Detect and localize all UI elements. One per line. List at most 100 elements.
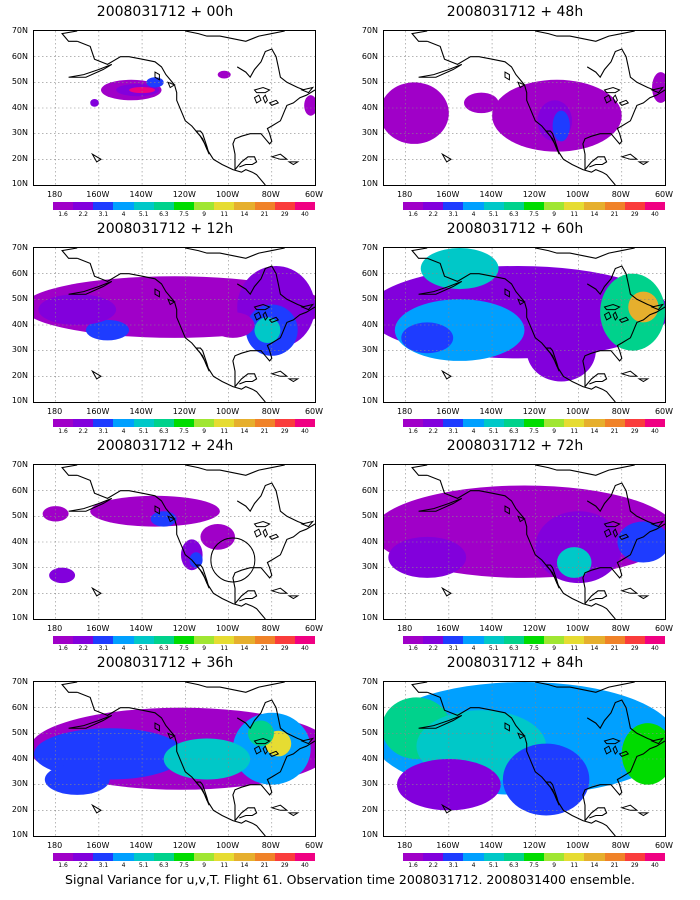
coastline	[253, 311, 262, 321]
colorbar-swatch	[214, 853, 235, 861]
colorbar-labels: 1.6 2.2 3.1 4 5.1 6.3 7.5 9 11 14 21 29 40	[53, 428, 315, 436]
coastline	[418, 280, 463, 295]
lon-label: 180	[396, 841, 413, 850]
colorbar-swatch	[133, 419, 154, 427]
colorbar-swatch	[463, 419, 484, 427]
colorbar-label: 29	[280, 211, 289, 218]
lon-label: 180	[396, 407, 413, 416]
coastline	[603, 737, 621, 745]
coastline	[620, 804, 639, 811]
lon-label: 100W	[565, 624, 590, 633]
colorbar-label: 14	[240, 862, 249, 869]
map-panel: 2008031712 + 48h 70N 60N 50N 40N 30N 20N 10N 180…	[350, 0, 680, 218]
coastline	[270, 370, 289, 377]
colorbar-label: 21	[260, 428, 269, 435]
colorbar-label: 5.1	[488, 645, 499, 652]
lat-label: 40N	[11, 102, 28, 112]
lon-label: 100W	[215, 407, 240, 416]
colorbar-label: 14	[590, 862, 599, 869]
lon-label: 80W	[611, 190, 630, 199]
colorbar-label: 7.5	[179, 428, 189, 435]
map-area	[33, 464, 316, 620]
colorbar-label: 21	[260, 862, 269, 869]
coastline	[517, 732, 526, 740]
figure-caption: Signal Variance for u,v,T. Flight 61. Ob…	[65, 872, 635, 887]
colorbar-labels: 1.6 2.2 3.1 4 5.1 6.3 7.5 9 11 14 21 29 40	[403, 428, 665, 436]
coastline	[411, 465, 428, 476]
colorbar-swatch	[644, 202, 666, 210]
lon-label: 60W	[304, 624, 324, 633]
lon-label: 100W	[215, 190, 240, 199]
colorbar-swatch	[584, 202, 605, 210]
colorbar-swatch	[604, 419, 625, 427]
lat-label: 30N	[11, 345, 28, 354]
colorbar-label: 9	[202, 862, 207, 869]
coastline	[535, 248, 635, 259]
coastline	[603, 528, 612, 538]
variance-contour	[49, 567, 76, 584]
lon-label: 160W	[86, 190, 110, 199]
coastline	[504, 288, 510, 298]
coastline	[426, 257, 616, 402]
colorbar-label: 9	[552, 862, 557, 869]
colorbar-swatch	[564, 419, 585, 427]
colorbar-swatch	[214, 419, 235, 427]
colorbar-swatch	[93, 202, 114, 210]
colorbar-swatch	[463, 636, 484, 644]
coastline	[603, 86, 621, 94]
lat-label: 50N	[361, 511, 378, 520]
variance-contour	[552, 110, 570, 142]
colorbar-swatch	[544, 202, 565, 210]
variance-contour	[44, 764, 110, 795]
lon-label: 60W	[654, 624, 674, 633]
lat-label: 60N	[361, 485, 378, 495]
colorbar-swatch	[93, 419, 114, 427]
colorbar-label: 40	[301, 862, 309, 869]
colorbar-swatch	[483, 636, 504, 644]
colorbar-swatch	[153, 419, 174, 427]
colorbar-label: 5.1	[488, 862, 499, 869]
colorbar-swatch	[403, 853, 424, 861]
colorbar-label: 9	[552, 645, 557, 652]
map-canvas	[34, 465, 315, 619]
coastline	[61, 248, 78, 259]
colorbar-label: 5.1	[138, 645, 149, 652]
lat-label: 60N	[361, 268, 378, 278]
coastline	[650, 737, 665, 745]
coastline	[61, 465, 78, 476]
colorbar-swatch	[544, 853, 565, 861]
colorbar-swatch	[53, 636, 74, 644]
coastline	[232, 89, 315, 170]
coastline	[91, 586, 102, 597]
map-canvas	[384, 465, 665, 619]
lon-label: 140W	[479, 407, 503, 416]
colorbar-swatch	[503, 202, 524, 210]
coastline	[441, 586, 452, 597]
colorbar-swatch	[214, 202, 235, 210]
coastline	[268, 750, 280, 757]
colorbar-label: 6.3	[159, 428, 169, 435]
coastline	[167, 515, 176, 523]
lat-label: 20N	[11, 587, 28, 597]
colorbar-label: 3.1	[448, 645, 459, 652]
lon-label: 120W	[172, 624, 196, 633]
colorbar-label: 11	[220, 428, 229, 435]
coastline	[545, 347, 560, 372]
map-area	[33, 30, 316, 186]
circle-annotation	[210, 537, 256, 583]
coastline	[535, 682, 635, 693]
colorbar-swatch	[254, 419, 275, 427]
coastline	[154, 71, 160, 81]
colorbar-swatch	[584, 853, 605, 861]
variance-contour	[254, 317, 281, 343]
lon-label: 180	[46, 407, 63, 416]
coastline	[185, 248, 285, 259]
colorbar	[53, 419, 316, 427]
variance-contour	[384, 82, 449, 144]
colorbar-swatch	[294, 419, 316, 427]
colorbar-swatch	[194, 636, 215, 644]
colorbar-swatch	[294, 636, 316, 644]
variance-contour	[388, 536, 467, 578]
lat-label: 60N	[11, 702, 28, 712]
colorbar-label: 7.5	[179, 862, 189, 869]
